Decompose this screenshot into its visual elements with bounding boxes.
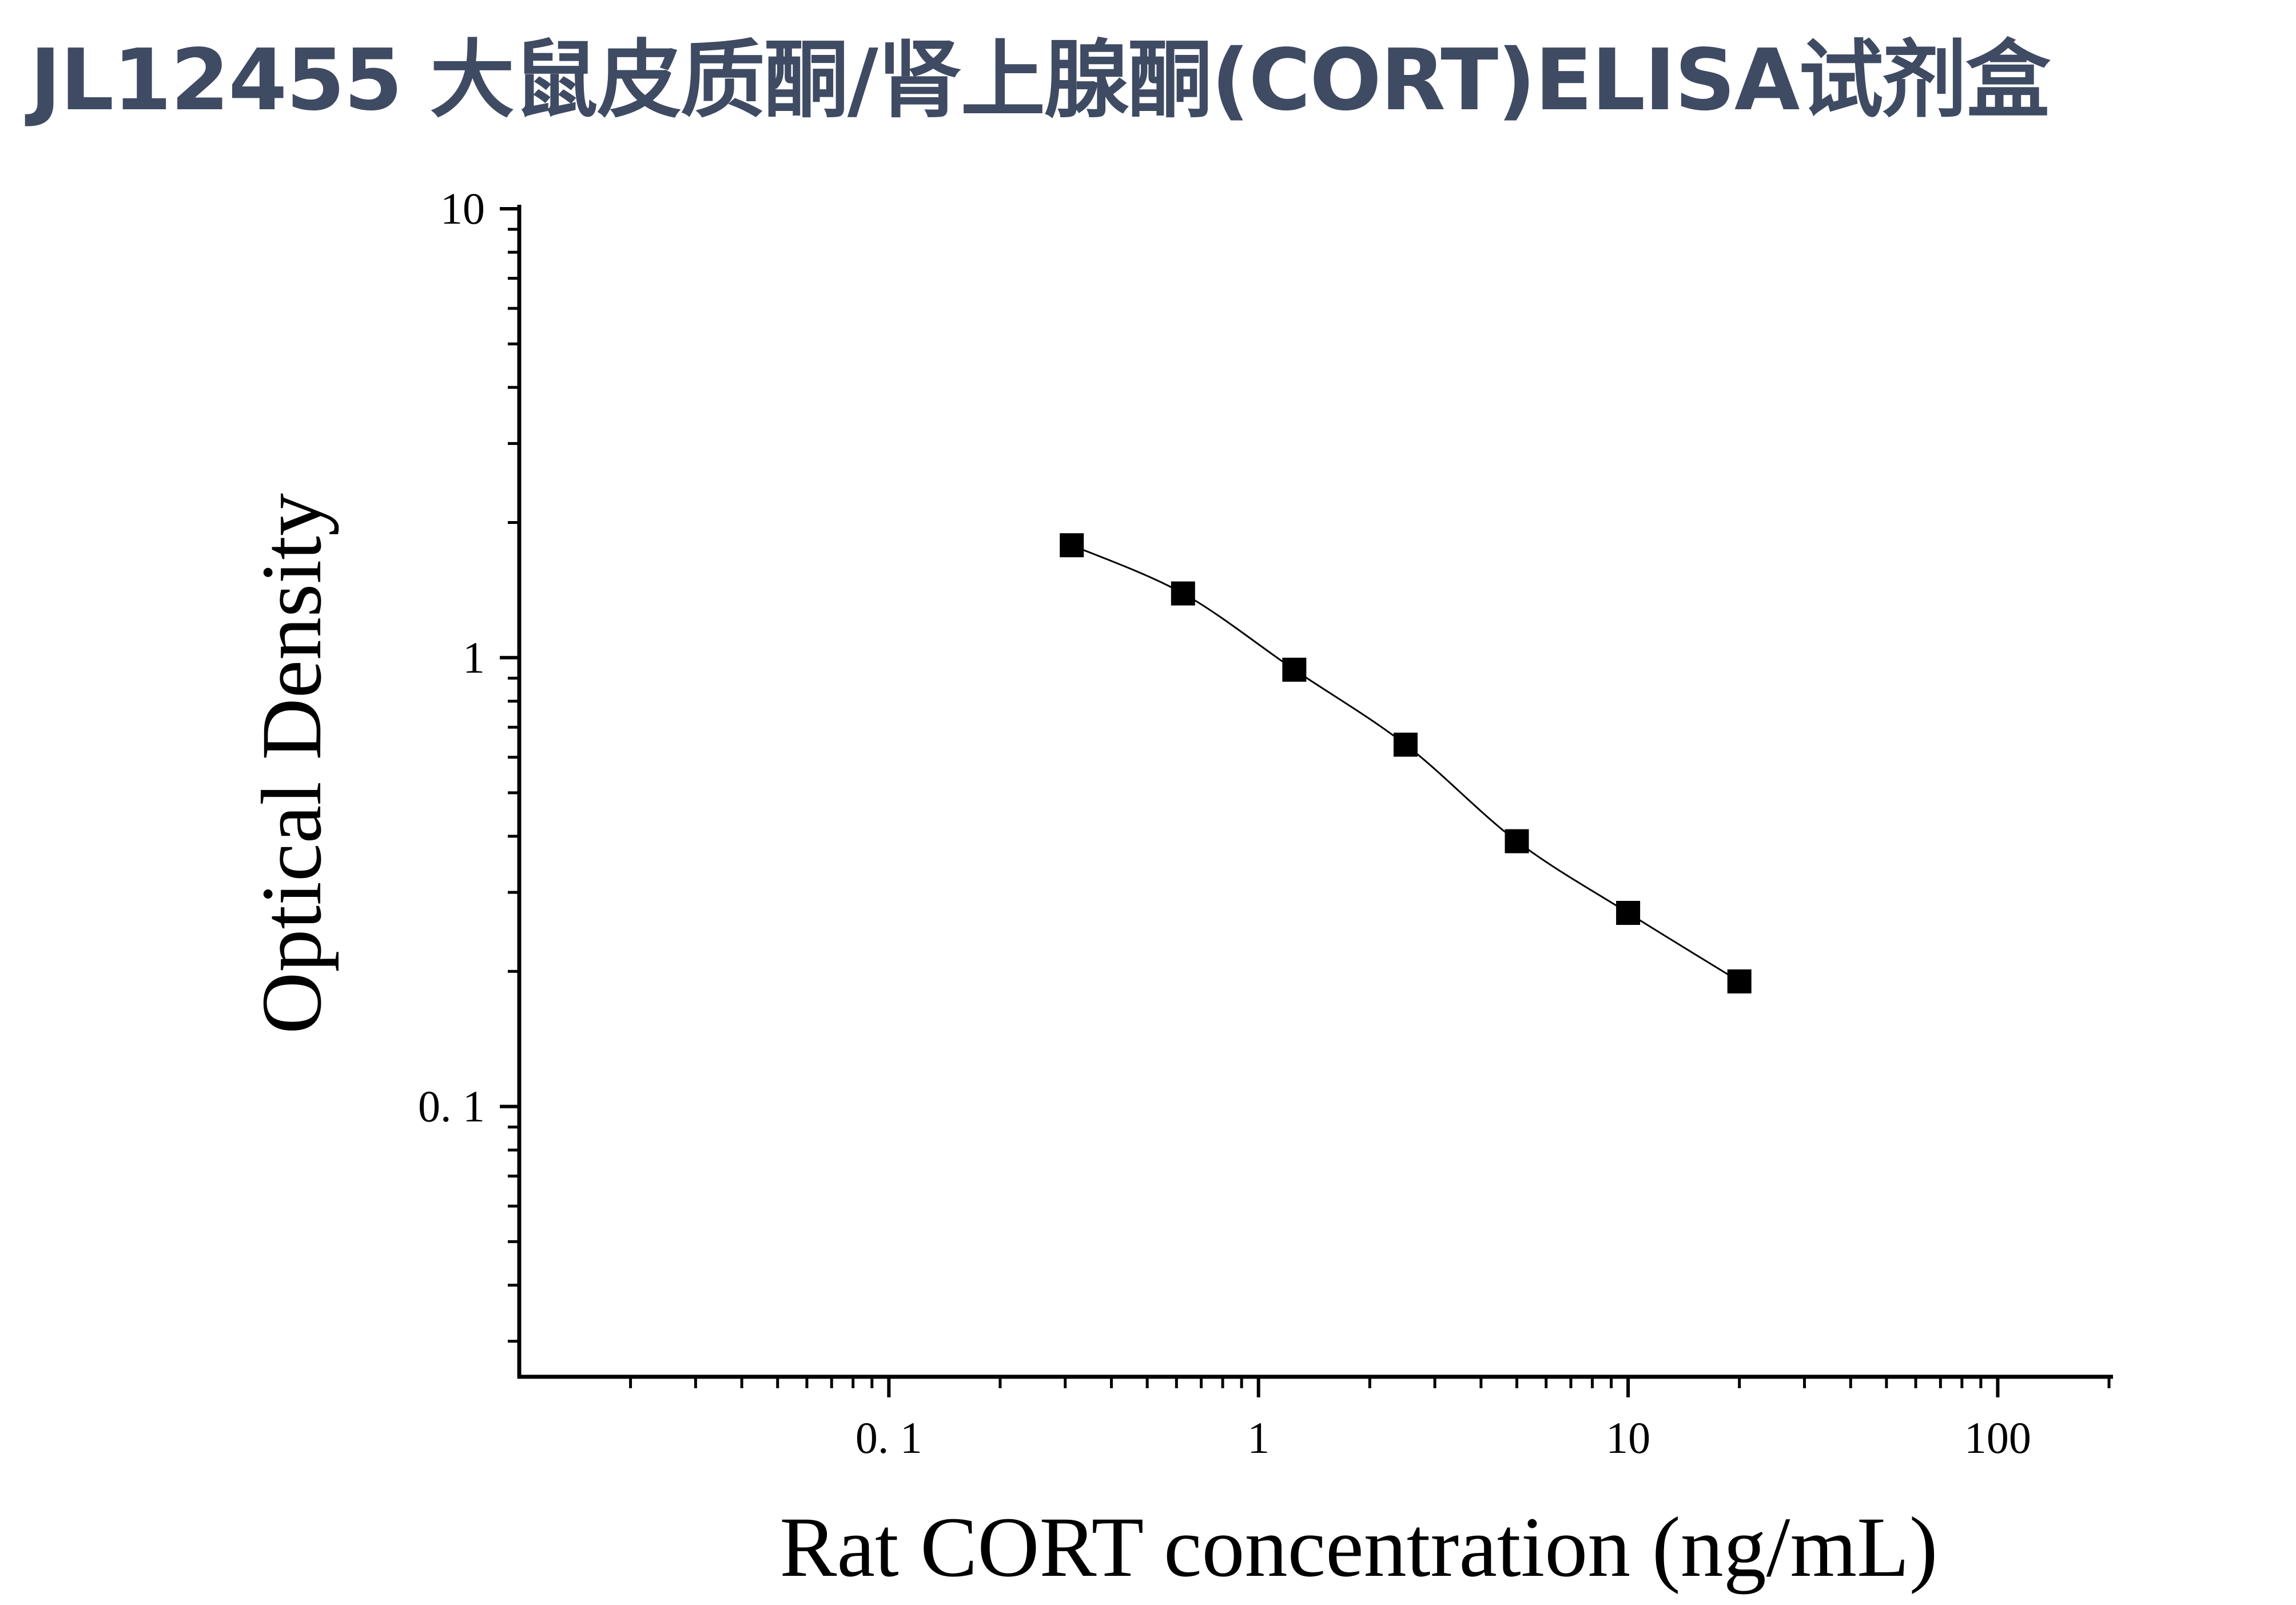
x-tick-label: 10 bbox=[1606, 1413, 1650, 1463]
x-tick-label: 100 bbox=[1964, 1413, 2031, 1463]
data-point bbox=[1727, 969, 1752, 994]
x-tick-label: 0. 1 bbox=[855, 1413, 922, 1463]
y-tick-labels: 10 1 0. 1 bbox=[418, 184, 485, 1131]
x-tick-label: 1 bbox=[1247, 1413, 1270, 1463]
data-point bbox=[1060, 533, 1084, 558]
data-point bbox=[1616, 901, 1641, 925]
data-point bbox=[1171, 581, 1195, 606]
y-major-ticks bbox=[500, 207, 519, 1109]
y-tick-label: 1 bbox=[463, 633, 485, 682]
y-tick-label: 0. 1 bbox=[418, 1082, 485, 1131]
x-major-ticks bbox=[887, 1377, 2000, 1397]
data-point bbox=[1505, 829, 1529, 853]
y-tick-label: 10 bbox=[440, 184, 485, 233]
x-tick-labels: 0. 1 1 10 100 bbox=[855, 1413, 2031, 1463]
data-point bbox=[1282, 657, 1307, 682]
y-axis-title: Optical Density bbox=[244, 493, 339, 1034]
data-points bbox=[1060, 533, 1752, 994]
data-point bbox=[1393, 732, 1418, 757]
page-title: JL12455 大鼠皮质酮/肾上腺酮(CORT)ELISA试剂盒 bbox=[30, 31, 2050, 129]
x-axis-title: Rat CORT concentration (ng/mL) bbox=[779, 1500, 1937, 1595]
